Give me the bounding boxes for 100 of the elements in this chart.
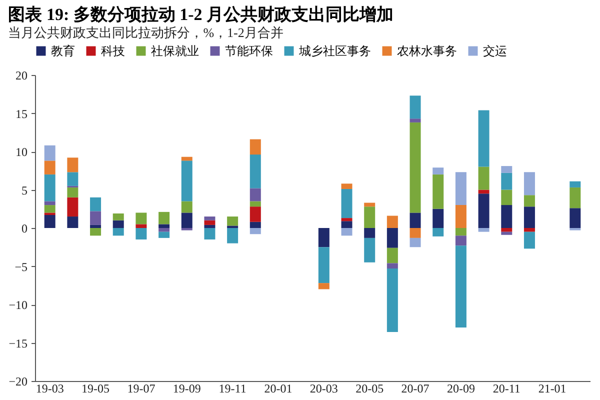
bar (570, 208, 581, 228)
legend-label: 交运 (483, 44, 507, 58)
bar (432, 168, 444, 174)
bar (432, 228, 444, 236)
bar (501, 205, 512, 228)
bar (90, 224, 102, 228)
bar (250, 228, 261, 234)
bar (158, 224, 170, 228)
y-tick-label: −5 (14, 260, 28, 274)
bar (181, 156, 192, 161)
bar (158, 212, 170, 224)
bar (364, 238, 376, 262)
bar (90, 228, 102, 236)
x-tick-label: 20-09 (446, 382, 475, 396)
bar (410, 122, 421, 213)
bar (501, 190, 512, 206)
bar (250, 188, 261, 202)
bar (455, 236, 466, 246)
y-tick-label: −20 (8, 374, 28, 388)
bar (386, 216, 398, 228)
y-tick-label: 15 (16, 106, 28, 121)
bar (136, 228, 147, 240)
x-tick-label: 19-07 (127, 382, 156, 396)
bar (455, 228, 466, 236)
bar (410, 228, 421, 238)
bar (455, 172, 466, 206)
bar (524, 228, 535, 232)
bar (227, 216, 238, 226)
bar (318, 247, 330, 284)
y-tick-label: −10 (8, 298, 28, 312)
bar (341, 218, 352, 222)
bar (432, 208, 444, 228)
legend-label: 社保就业 (151, 44, 199, 58)
bar (341, 184, 352, 189)
bar (501, 232, 512, 235)
bar (478, 110, 490, 167)
bar (341, 228, 352, 236)
bar (250, 201, 261, 207)
bar (386, 268, 398, 332)
bar (67, 197, 78, 217)
bar (478, 194, 490, 228)
bar (501, 166, 512, 173)
bar (386, 248, 398, 264)
x-tick-label: 20-11 (492, 382, 520, 396)
bar (570, 181, 581, 188)
x-tick-label: 19-09 (172, 382, 201, 396)
x-tick-label: 20-07 (401, 382, 430, 396)
chart-title: 图表 19: 多数分项拉动 1-2 月公共财政支出同比增加 (8, 5, 394, 24)
legend-label: 节能环保 (225, 44, 273, 58)
legend-label: 科技 (101, 44, 125, 58)
bar (90, 211, 102, 225)
y-tick-label: 0 (22, 222, 28, 236)
bar (67, 216, 78, 228)
bar (227, 228, 238, 244)
x-tick-label: 19-05 (82, 382, 110, 396)
bar (44, 160, 56, 174)
bar (204, 220, 216, 225)
legend-label: 农林水事务 (397, 44, 457, 58)
x-tick-label: 20-03 (310, 382, 338, 396)
x-tick-label: 20-05 (356, 382, 384, 396)
bar (386, 228, 398, 248)
bar (67, 187, 78, 198)
bar (410, 238, 421, 248)
bar (44, 214, 56, 228)
y-tick-label: 20 (16, 68, 28, 82)
bar (204, 224, 216, 228)
bar (136, 212, 147, 224)
bar (432, 174, 444, 209)
bar (90, 197, 102, 212)
bar (455, 205, 466, 228)
bar (112, 213, 124, 220)
x-tick-label: 20-01 (264, 382, 292, 396)
bar (478, 228, 490, 232)
bar (318, 283, 330, 290)
y-tick-label: 5 (22, 183, 28, 198)
bar (181, 201, 192, 213)
x-tick-label: 19-11 (218, 382, 246, 396)
legend-label: 教育 (51, 44, 75, 58)
bar (112, 220, 124, 228)
bar (44, 145, 56, 161)
bar (524, 195, 535, 207)
bar (364, 202, 376, 207)
bar (364, 228, 376, 238)
y-tick-label: 10 (16, 145, 28, 159)
bar (524, 172, 535, 196)
bar (204, 228, 216, 240)
bar (181, 160, 192, 202)
bar (44, 205, 56, 213)
bar (341, 221, 352, 228)
bar (250, 206, 261, 222)
x-tick-label: 21-01 (538, 382, 566, 396)
bar (250, 154, 261, 188)
bar (136, 224, 147, 228)
bar (386, 263, 398, 269)
bar (501, 172, 512, 190)
bar (478, 166, 490, 190)
bar (250, 222, 261, 228)
bar (524, 206, 535, 228)
bar (250, 139, 261, 155)
bar (44, 174, 56, 202)
